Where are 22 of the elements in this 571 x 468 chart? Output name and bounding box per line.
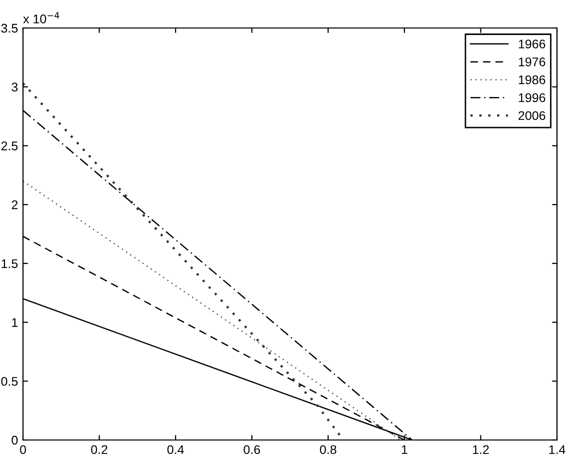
x-tick-label: 0.8 (320, 445, 336, 454)
legend-label: 1986 (518, 75, 546, 84)
y-tick-label: 1.5 (2, 259, 18, 268)
y-tick-label: 0 (12, 436, 18, 445)
y-tick-label: 2.5 (1, 142, 18, 150)
x-tick-label: 0.6 (244, 445, 260, 454)
x-tick-label: 1.2 (472, 445, 489, 454)
x-tick-label: 0 (20, 445, 26, 454)
y-tick-label: 3 (12, 82, 18, 92)
x-tick-label: 0.4 (167, 445, 184, 454)
y-tick-label: 1 (12, 318, 18, 327)
text: x 10$^{−4}$ (23, 12, 60, 24)
y-tick-label: 3.5 (1, 24, 18, 33)
x-tick-label: 0.2 (91, 445, 108, 454)
x-tick-label: 1.4 (549, 445, 566, 454)
legend-label: 2006 (518, 111, 546, 120)
legend-label: 1996 (518, 93, 546, 102)
legend-label: 1976 (518, 57, 546, 66)
x-tick-label: 1 (402, 445, 408, 454)
y-tick-label: 0.5 (1, 376, 18, 386)
legend-label: 1966 (518, 40, 546, 48)
y-tick-label: 2 (12, 200, 18, 210)
